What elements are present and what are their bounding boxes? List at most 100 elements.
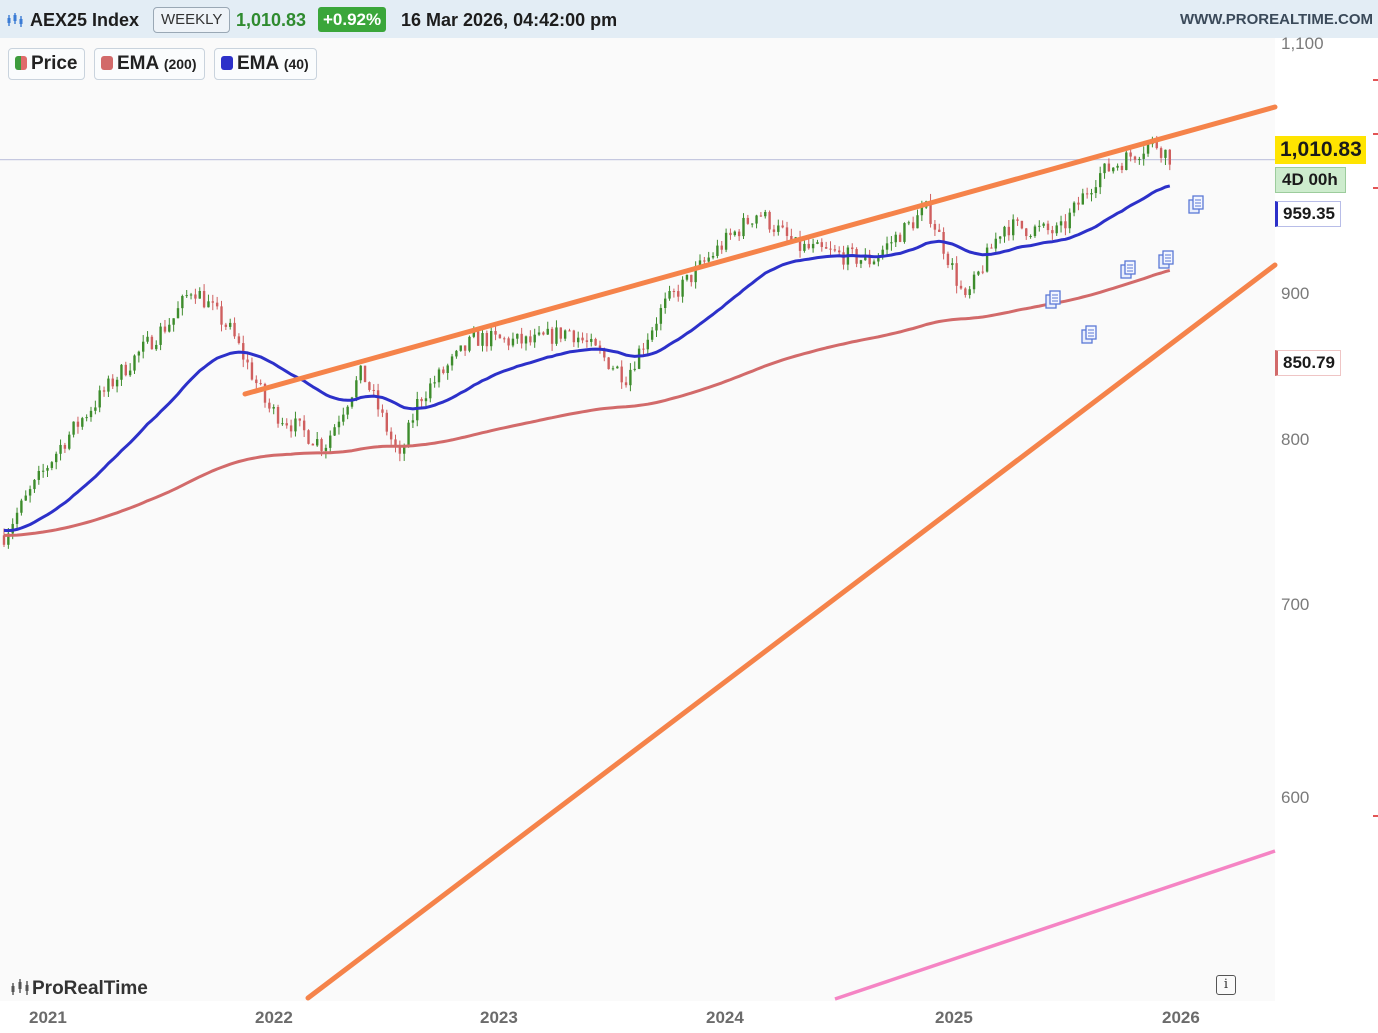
candle-body [194,294,197,299]
candle-body [1120,165,1124,170]
candle-body [2,535,6,545]
candle-body [133,355,136,371]
countdown-label: 4D 00h [1275,167,1346,193]
legend-price[interactable]: Price [8,48,86,80]
candle-body [646,339,649,350]
y-tick: 900 [1281,284,1310,303]
candle-body [581,337,584,341]
candle-body [329,435,332,448]
candle-body [546,328,549,335]
candle-body [707,257,710,262]
candle-body [276,407,280,424]
y-tick: 600 [1281,788,1310,807]
time-axis[interactable] [0,1001,1275,1033]
candle-body [420,398,423,402]
candle-body [872,261,876,265]
lower-trendline [305,262,1278,1001]
candle-body [572,330,576,343]
candle-body [768,211,771,230]
candle-body [220,306,223,325]
candle-body [1168,149,1171,165]
legend-ema40[interactable]: EMA (40) [214,48,317,80]
candle-body [790,235,793,241]
ema40-label: 959.35 [1275,201,1341,227]
candle-body [894,234,897,243]
candle-body [163,326,167,332]
candle-body [498,334,502,339]
candle-body [455,350,458,357]
candle-body [785,227,789,236]
candle-body [650,330,654,340]
candle-body [916,215,919,229]
chart-plot-area[interactable] [0,38,1275,1001]
candle-body [603,350,606,358]
legend-ema200[interactable]: EMA (200) [94,48,205,80]
candle-body [68,434,71,449]
candle-body [372,389,375,391]
candle-body [994,238,997,249]
candle-body [311,443,315,446]
info-icon[interactable]: i [1216,975,1236,995]
candle-body [363,365,367,383]
candle-body [111,378,114,387]
legend-ema40-param: (40) [283,56,309,72]
candle-body [585,340,589,342]
candle-body [1116,165,1119,168]
candle-body [568,330,571,332]
last-price: 1,010.83 [236,10,307,30]
candle-body [720,245,723,250]
candle-body [281,423,284,425]
candle-body [298,418,301,421]
candle-body [607,357,610,370]
candle-body [172,318,175,325]
candle-body [398,446,402,454]
candle-body [1042,223,1045,226]
news-marker-icon [1120,260,1136,279]
candle-body [1094,187,1098,194]
candle-body [820,242,823,248]
candle-body [1038,225,1041,227]
candle-body [755,215,758,224]
candle-body [263,383,267,403]
candle-body [511,338,515,346]
ema40-swatch-icon [221,56,233,70]
candle-body [215,302,219,307]
candle-body [703,260,706,262]
timeframe-selector[interactable]: WEEKLY [153,7,231,33]
candle-body [733,231,736,236]
candle-body [1029,236,1032,238]
candle-body [803,243,806,251]
news-marker-icon [1081,325,1097,344]
candle-body [655,323,658,331]
candle-body [350,397,354,407]
candle-body [620,366,623,383]
candle-body [668,291,671,299]
candle-body [677,291,680,297]
candle-body [972,274,976,290]
candle-body [7,533,10,545]
x-tick: 2023 [480,1008,518,1027]
instrument-title[interactable]: AEX25 Index [30,10,140,30]
candle-body [698,260,702,266]
candle-body [389,431,393,440]
candle-body [520,333,523,344]
candle-body [507,338,510,346]
legend-ema200-label: EMA [117,53,159,74]
candle-body [124,364,127,376]
website-link[interactable]: WWW.PROREALTIME.COM [1179,11,1373,28]
x-tick: 2025 [935,1008,973,1027]
candle-body [89,410,93,418]
candle-body [737,231,741,237]
candle-body [246,359,249,363]
candle-body [385,412,388,432]
candle-body [85,417,88,419]
candle-body [1068,212,1071,229]
candle-body [137,351,141,356]
candle-body [411,420,415,423]
candlestick-icon [7,13,23,27]
candle-body [529,336,532,343]
candle-body [294,418,297,432]
candle-body [777,225,780,232]
candle-body [446,365,449,374]
candle-body [81,418,84,427]
